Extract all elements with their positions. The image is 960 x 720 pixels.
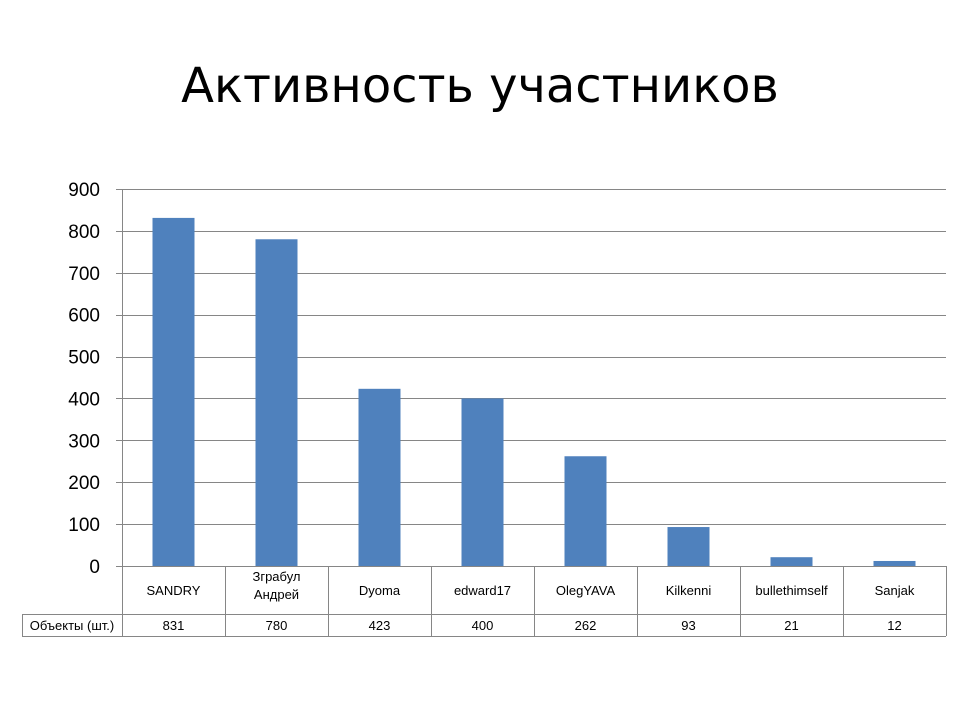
bar [461,398,504,566]
data-value-label: 831 [163,618,185,633]
bars [152,217,916,567]
data-value-label: 400 [472,618,494,633]
y-tick-label: 400 [68,389,100,410]
y-tick-label: 200 [68,473,100,494]
bar [152,217,195,567]
bar [255,239,298,566]
data-value-label: 12 [887,618,901,633]
x-category-label: SANDRY [147,583,201,598]
x-category-label: Sanjak [875,583,915,598]
y-tick-label: 300 [68,431,100,452]
data-value-label: 262 [575,618,597,633]
series-name-label: Объекты (шт.) [30,618,114,633]
x-category-label: OlegYAVA [556,583,616,598]
x-category-label: Dyoma [359,583,401,598]
bar [358,388,401,566]
bar [873,560,916,566]
bar [770,557,813,566]
data-value-label: 780 [266,618,288,633]
x-category-label: Зграбул Андрей [252,569,300,602]
data-value-label: 423 [369,618,391,633]
slide-title: Активность участников [181,58,779,114]
data-value-label: 21 [784,618,798,633]
x-category-label: bullethimself [755,583,828,598]
y-tick-label: 600 [68,306,100,327]
y-tick-label: 700 [68,264,100,285]
data-value-label: 93 [681,618,695,633]
x-category-label: edward17 [454,583,511,598]
y-tick-label: 800 [68,222,100,243]
y-tick-label: 100 [68,515,100,536]
x-category-label: Kilkenni [666,583,712,598]
y-tick-label: 0 [89,557,100,578]
y-tick-label: 500 [68,348,100,369]
data-table: SANDRY Зграбул Андрей Dyoma edward17 OlegYAVA… [22,566,947,637]
gridlines [116,189,946,636]
y-tick-label: 900 [68,180,100,201]
bar [667,527,710,566]
bar [564,456,607,566]
y-axis-tick-labels: 0 100 200 300 400 500 600 700 800 900 [68,180,100,578]
